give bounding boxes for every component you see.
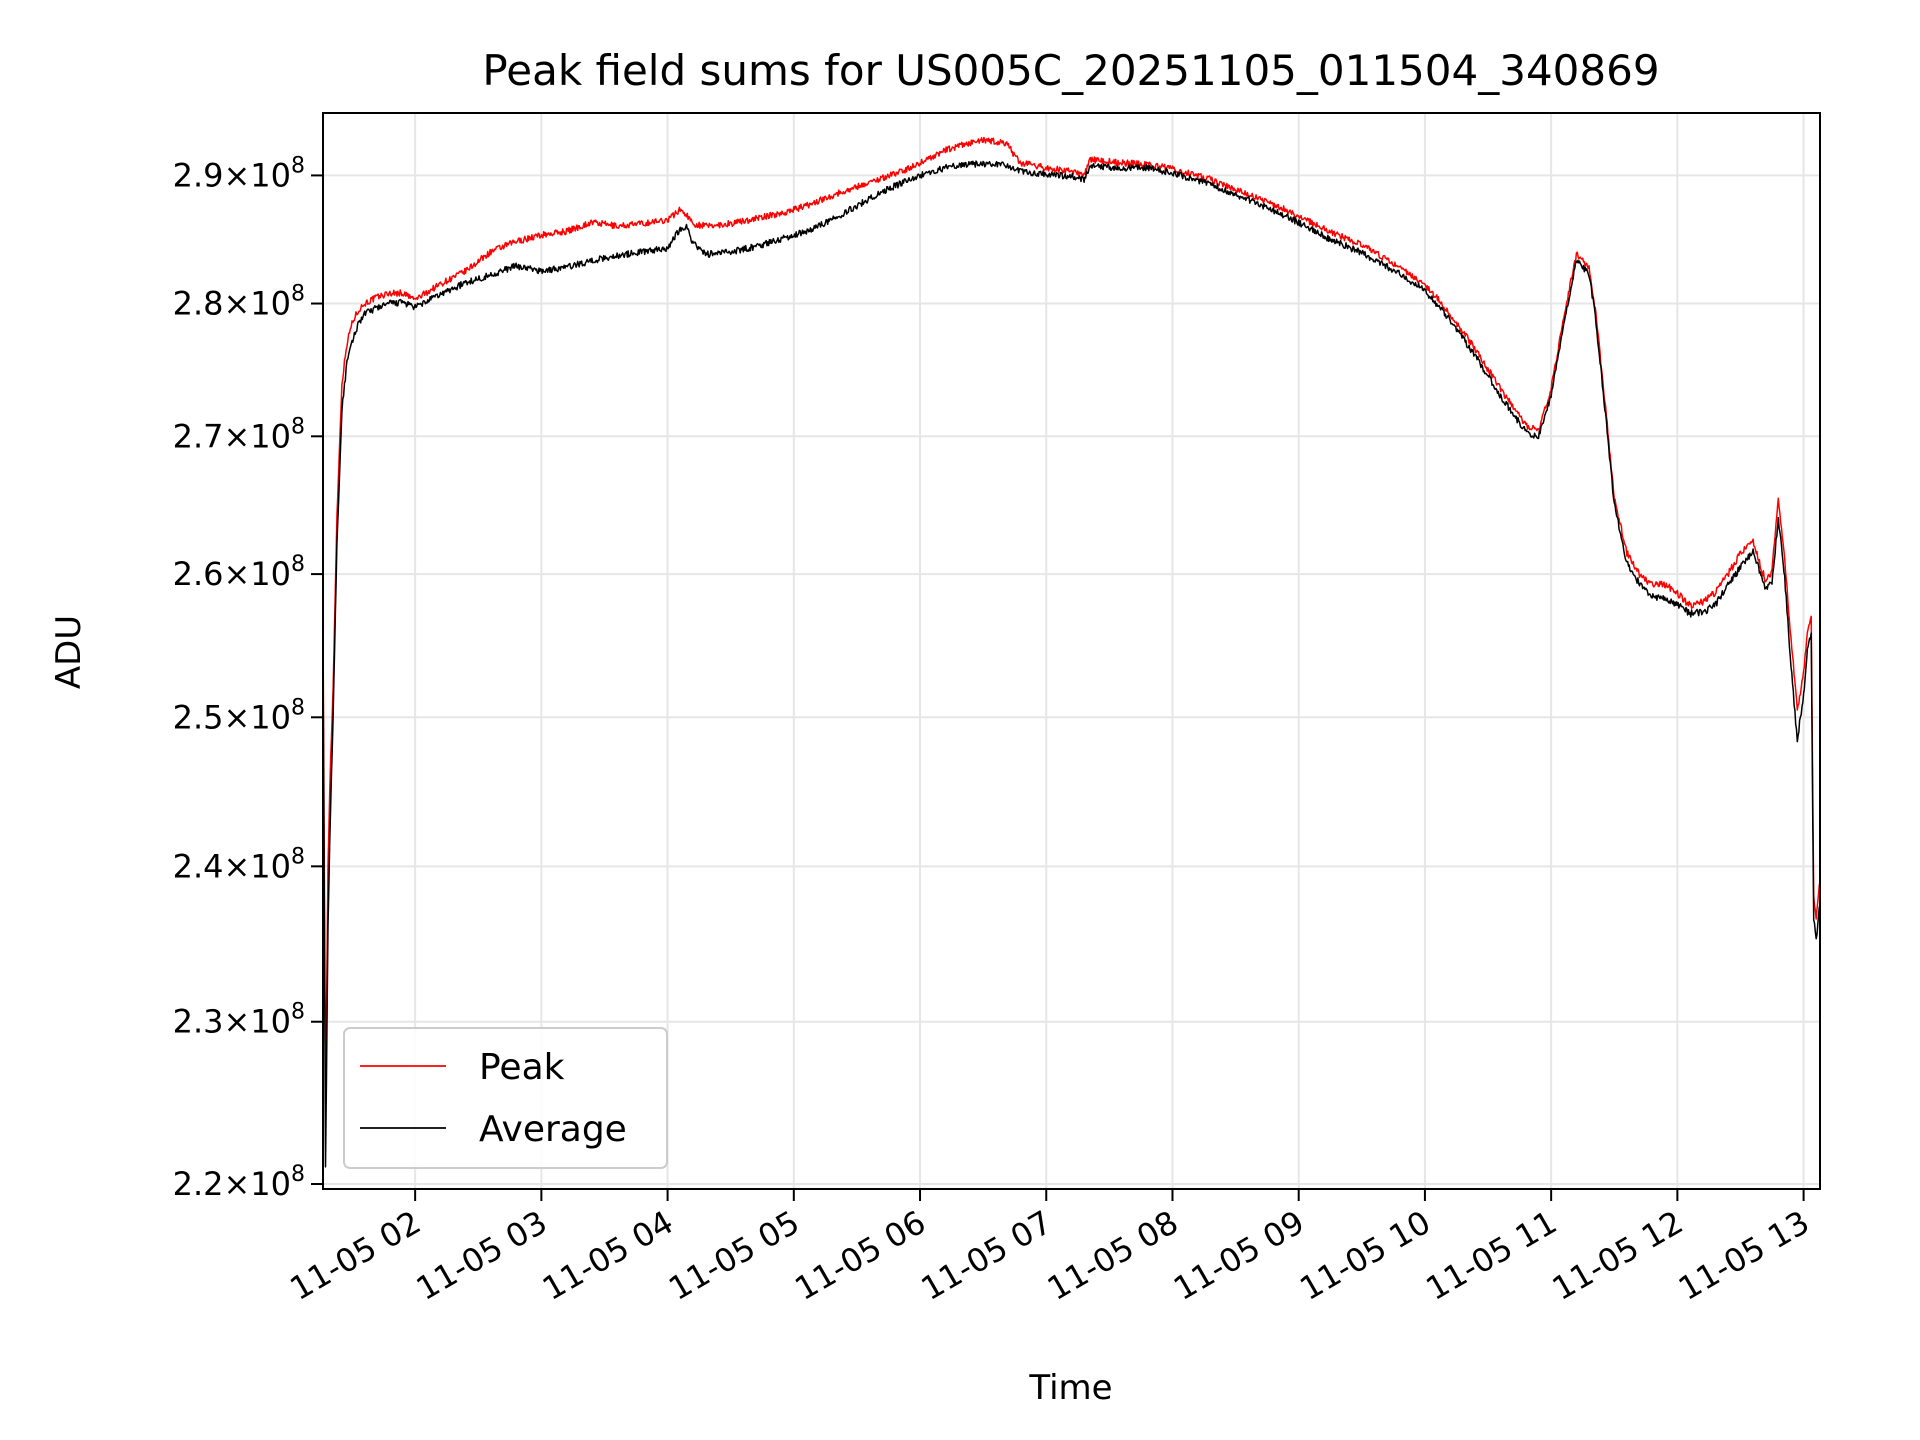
series-line-average (323, 160, 1820, 1168)
y-tick-label: 2.2×108 (173, 1162, 305, 1203)
y-tick-exponent: 8 (291, 282, 305, 307)
y-tick-mantissa: 2.9×10 (173, 156, 291, 194)
y-tick-label: 2.3×108 (173, 1000, 305, 1041)
y-tick-exponent: 8 (291, 414, 305, 439)
legend-label-average: Average (479, 1109, 627, 1150)
y-tick-label: 2.8×108 (173, 282, 305, 323)
y-tick-mantissa: 2.2×10 (173, 1165, 291, 1203)
y-tick-exponent: 8 (291, 1000, 305, 1025)
y-tick-mantissa: 2.3×10 (173, 1003, 291, 1041)
y-tick-label: 2.6×108 (173, 552, 305, 593)
y-tick-mantissa: 2.8×10 (173, 285, 291, 323)
legend: Peak Average (343, 1027, 668, 1169)
y-tick-label: 2.9×108 (173, 153, 305, 194)
y-tick-exponent: 8 (291, 1162, 305, 1187)
y-tick-exponent: 8 (291, 153, 305, 178)
y-tick-mantissa: 2.6×10 (173, 555, 291, 593)
chart-title: Peak field sums for US005C_20251105_0115… (482, 46, 1659, 95)
y-tick-mantissa: 2.7×10 (173, 417, 291, 455)
y-tick-label: 2.4×108 (173, 844, 305, 885)
y-axis-label: ADU (49, 615, 89, 689)
legend-box (343, 1027, 668, 1169)
legend-label-peak: Peak (479, 1047, 565, 1088)
y-tick-exponent: 8 (291, 695, 305, 720)
y-tick-exponent: 8 (291, 844, 305, 869)
series-line-peak (323, 136, 1820, 1103)
y-tick-label: 2.7×108 (173, 414, 305, 455)
y-axis-ticks: 2.2×1082.3×1082.4×1082.5×1082.6×1082.7×1… (173, 153, 323, 1203)
x-axis-label: Time (1028, 1368, 1112, 1408)
plot-frame (322, 112, 1821, 1190)
y-tick-exponent: 8 (291, 552, 305, 577)
grid (323, 113, 1820, 1189)
y-tick-mantissa: 2.4×10 (173, 847, 291, 885)
y-tick-mantissa: 2.5×10 (173, 698, 291, 736)
series-layer (323, 136, 1820, 1168)
y-tick-label: 2.5×108 (173, 695, 305, 736)
